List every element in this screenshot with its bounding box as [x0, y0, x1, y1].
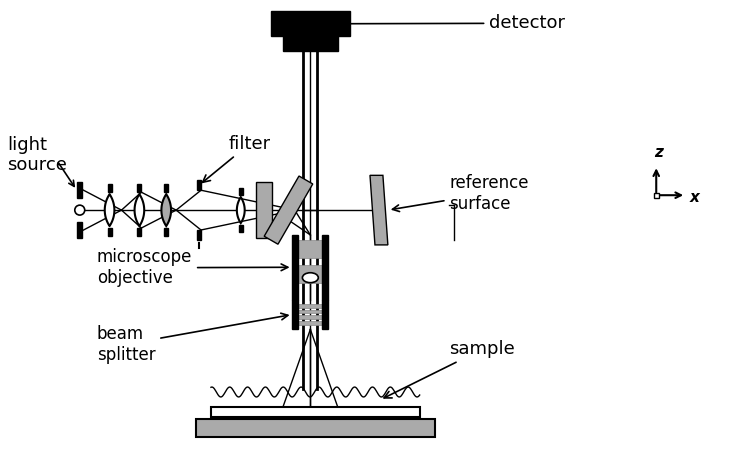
Bar	[137, 184, 142, 192]
Bar	[322, 300, 328, 329]
Text: z: z	[654, 146, 663, 160]
Bar	[197, 180, 201, 190]
Bar	[197, 230, 201, 240]
Bar	[299, 304, 322, 307]
Bar	[137, 228, 142, 236]
Bar	[299, 310, 322, 313]
Bar	[239, 225, 243, 232]
Bar	[299, 316, 322, 319]
Text: filter: filter	[203, 135, 271, 182]
Bar	[77, 222, 81, 238]
Bar	[292, 235, 299, 300]
Bar	[77, 182, 81, 198]
Bar	[299, 322, 322, 326]
Polygon shape	[237, 197, 244, 223]
Text: beam
splitter: beam splitter	[97, 313, 288, 364]
Bar	[292, 300, 299, 329]
Text: reference
surface: reference surface	[393, 174, 529, 213]
Text: light
source: light source	[7, 136, 67, 174]
Bar	[283, 36, 338, 51]
Bar	[108, 228, 112, 236]
Ellipse shape	[302, 273, 319, 283]
Text: microscope
objective: microscope objective	[97, 248, 288, 287]
Polygon shape	[134, 194, 144, 226]
Bar	[164, 228, 168, 236]
Text: x: x	[690, 190, 700, 205]
Text: detector: detector	[342, 14, 565, 32]
Bar	[654, 193, 658, 198]
Bar	[299, 265, 322, 283]
Bar	[255, 182, 272, 238]
Polygon shape	[161, 194, 171, 226]
Bar	[239, 188, 243, 195]
Bar	[211, 407, 420, 417]
Bar	[108, 184, 112, 192]
Polygon shape	[105, 194, 115, 226]
Text: sample: sample	[384, 340, 515, 398]
Polygon shape	[370, 175, 388, 245]
Bar	[271, 11, 350, 36]
Ellipse shape	[75, 205, 84, 215]
Bar	[164, 184, 168, 192]
Bar	[322, 235, 328, 300]
Polygon shape	[264, 176, 313, 244]
Bar	[299, 240, 322, 258]
Bar	[196, 419, 435, 437]
